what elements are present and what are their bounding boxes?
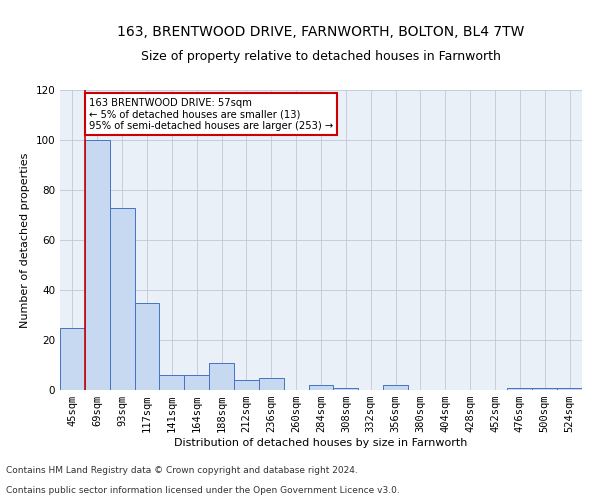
Text: Contains HM Land Registry data © Crown copyright and database right 2024.: Contains HM Land Registry data © Crown c… [6, 466, 358, 475]
Bar [85, 140, 110, 390]
Bar [160, 375, 184, 390]
Bar [234, 380, 259, 390]
Bar [259, 378, 284, 390]
Text: Distribution of detached houses by size in Farnworth: Distribution of detached houses by size … [175, 438, 467, 448]
Bar [308, 385, 334, 390]
Bar [557, 388, 582, 390]
Bar [508, 388, 532, 390]
Bar [383, 385, 408, 390]
Text: 163 BRENTWOOD DRIVE: 57sqm
← 5% of detached houses are smaller (13)
95% of semi-: 163 BRENTWOOD DRIVE: 57sqm ← 5% of detac… [89, 98, 333, 130]
Bar [184, 375, 209, 390]
Bar [334, 388, 358, 390]
Bar [532, 388, 557, 390]
Text: Contains public sector information licensed under the Open Government Licence v3: Contains public sector information licen… [6, 486, 400, 495]
Bar [134, 302, 160, 390]
Bar [60, 328, 85, 390]
Text: 163, BRENTWOOD DRIVE, FARNWORTH, BOLTON, BL4 7TW: 163, BRENTWOOD DRIVE, FARNWORTH, BOLTON,… [118, 25, 524, 39]
Bar [209, 362, 234, 390]
Y-axis label: Number of detached properties: Number of detached properties [20, 152, 30, 328]
Text: Size of property relative to detached houses in Farnworth: Size of property relative to detached ho… [141, 50, 501, 63]
Bar [110, 208, 134, 390]
